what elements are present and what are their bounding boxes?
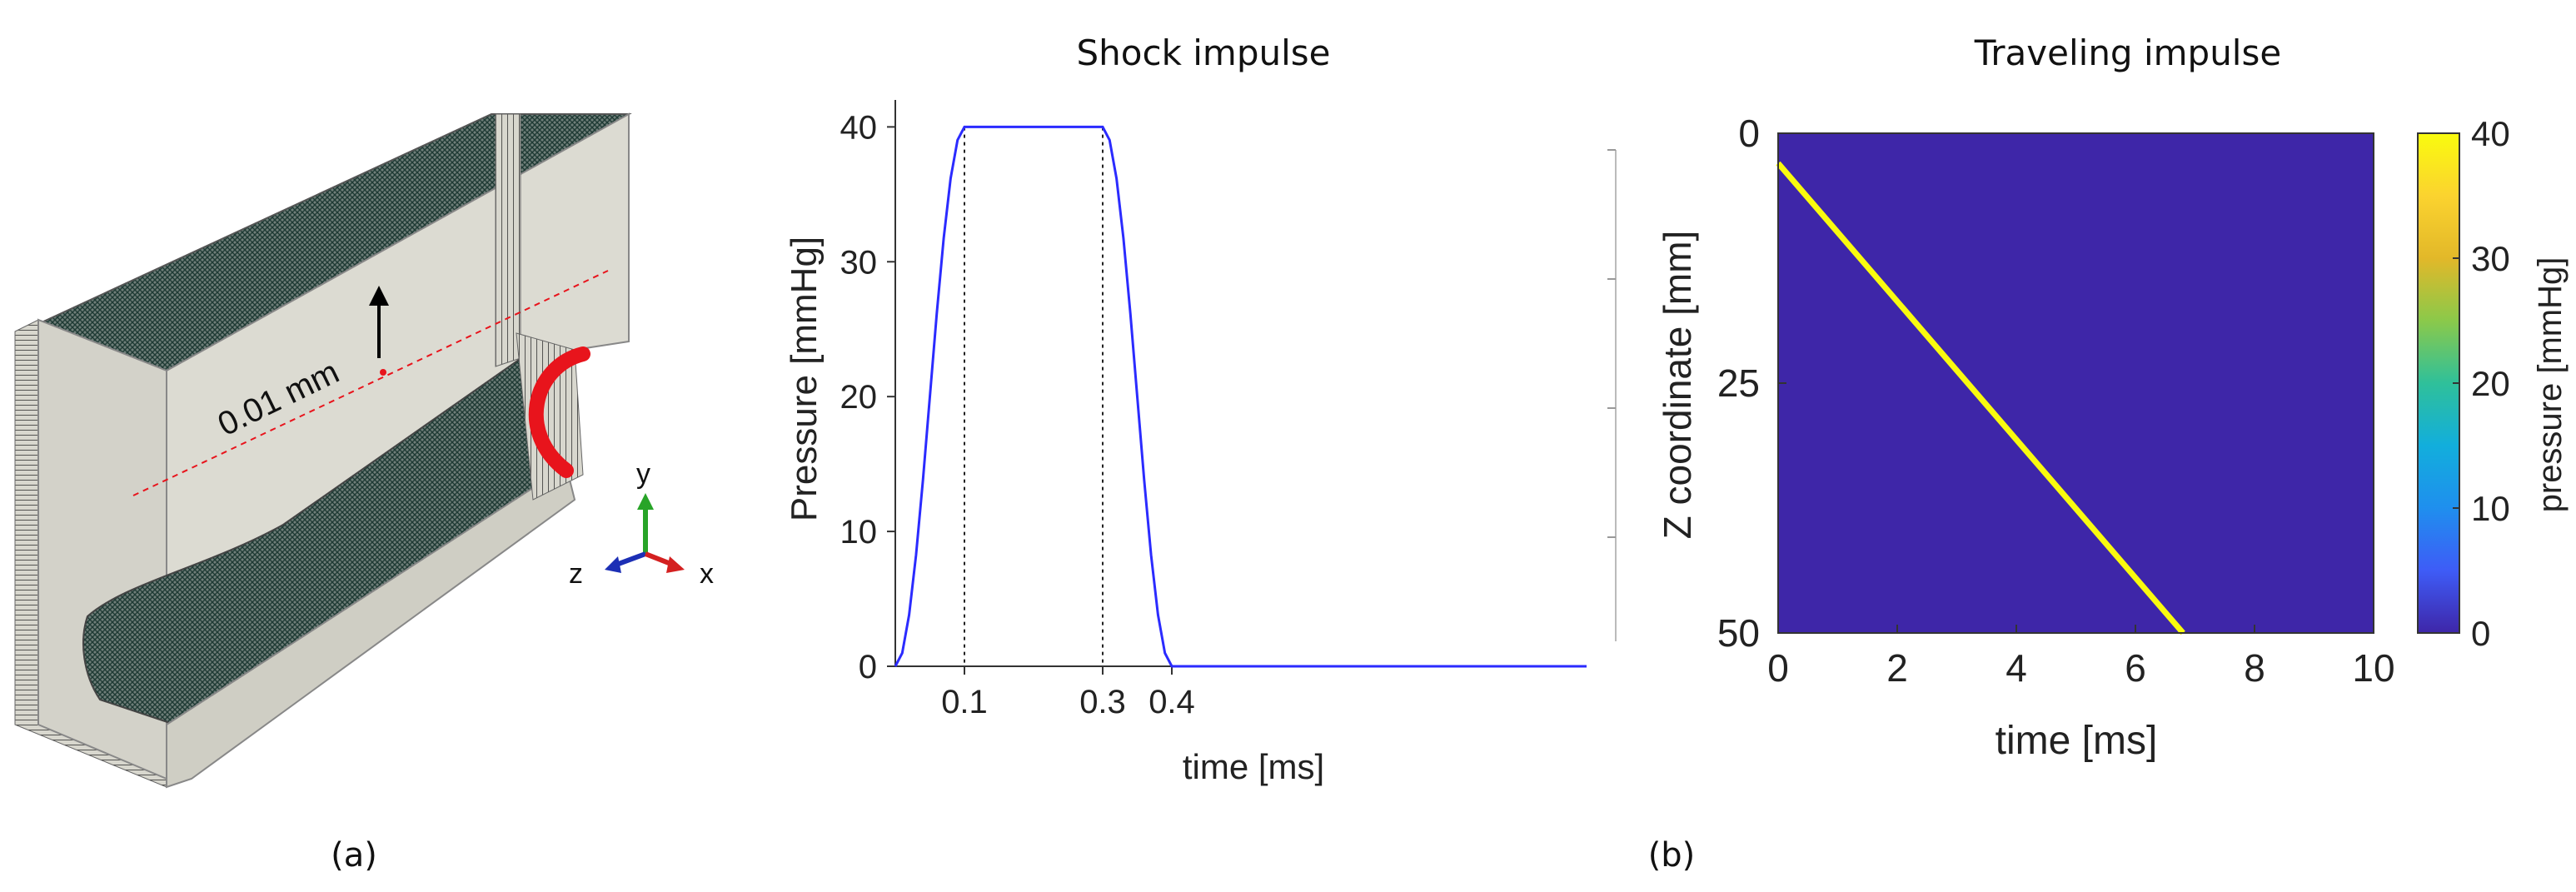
- right-bracket: [516, 332, 584, 501]
- colorbar: [2417, 132, 2460, 634]
- chart1-xtick-label: 0.4: [1148, 684, 1195, 720]
- chart2-xtick-label: 0: [1767, 646, 1789, 690]
- chart1-title: Shock impulse: [1077, 32, 1331, 73]
- chart2-heatmap-background: [1778, 133, 2374, 633]
- panel-a-label: (a): [331, 836, 377, 875]
- panel-b-label: (b): [1648, 836, 1696, 875]
- reference-line: [132, 270, 609, 496]
- chart2-impulse-front: [1776, 161, 2185, 635]
- chart2-xtick-label: 2: [1886, 646, 1908, 690]
- chart1-xlabel: time [ms]: [1183, 747, 1324, 786]
- reference-point: [380, 369, 386, 376]
- chart1-ytick-label: 40: [840, 109, 878, 146]
- chart1-ytick-label: 20: [840, 379, 878, 416]
- colorbar-tick-label: 40: [2471, 114, 2510, 153]
- chart2-xtick-label: 10: [2352, 646, 2394, 690]
- right-fin-edge: [495, 113, 521, 367]
- chart2-xtick-label: 6: [2125, 646, 2146, 690]
- chart2-xlabel: time [ms]: [1996, 719, 2158, 763]
- chart2-xtick-label: 8: [2244, 646, 2265, 690]
- traveling-impulse-chart: Traveling impulse 0 25 50 0 2 4 6 8 10 time [ms…: [1656, 32, 2569, 763]
- chart2-xtick-label: 4: [2005, 646, 2027, 690]
- colorbar-label: pressure [mmHg]: [2532, 257, 2569, 513]
- chart1-ytick-label: 0: [859, 649, 877, 685]
- axis-label-x: x: [700, 558, 714, 590]
- chart1-ylabel: Pressure [mmHg]: [784, 237, 825, 521]
- shock-impulse-chart: Shock impulse 0 10 20 30 40 0.1 0.3 0.4 time […: [784, 32, 1617, 786]
- chart2-title: Traveling impulse: [1974, 32, 2281, 73]
- chart2-ytick-label: 0: [1738, 112, 1760, 155]
- chart1-series-pressure: [894, 125, 1587, 668]
- colorbar-tick-label: 10: [2471, 489, 2510, 528]
- axis-triad: y z x: [569, 458, 714, 590]
- colorbar-tick-label: 20: [2471, 364, 2510, 403]
- chart1-xtick-label: 0.1: [941, 684, 988, 720]
- model-3d: 0.01 mm y z x: [14, 112, 714, 789]
- colorbar-tick-label: 0: [2471, 614, 2490, 653]
- chart1-ytick-label: 10: [840, 514, 878, 551]
- chart1-ytick-label: 30: [840, 244, 878, 281]
- chart1-xtick-label: 0.3: [1079, 684, 1126, 720]
- chart2-ylabel: Z coordinate [mm]: [1656, 231, 1699, 540]
- load-arc: [528, 346, 590, 478]
- axis-label-y: y: [636, 458, 650, 490]
- chart2-ytick-label: 25: [1717, 361, 1760, 405]
- lower-block: [166, 465, 576, 789]
- axis-label-z: z: [569, 558, 583, 590]
- chart2-ytick-label: 50: [1717, 611, 1760, 655]
- colorbar-tick-label: 30: [2471, 239, 2510, 278]
